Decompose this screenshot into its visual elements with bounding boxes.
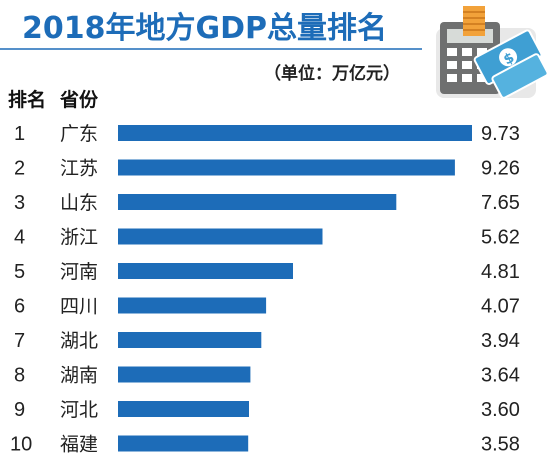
value-label: 4.81 [481, 261, 520, 283]
bar [118, 228, 323, 245]
bar [118, 263, 293, 279]
chart-title: 2018年地方GDP总量排名 [22, 11, 387, 46]
province-label: 浙江 [60, 227, 98, 249]
bar [118, 194, 397, 210]
bar-row: 10 福建 3.58 [10, 434, 520, 456]
province-label: 湖南 [60, 365, 98, 387]
province-label: 河北 [60, 399, 98, 421]
rank-label: 7 [14, 330, 25, 352]
rank-header: 排名 [8, 88, 46, 111]
bar [118, 159, 455, 176]
rank-label: 1 [14, 123, 25, 145]
province-label: 山东 [60, 192, 98, 214]
province-label: 湖北 [60, 330, 98, 352]
province-label: 江苏 [60, 158, 98, 180]
rank-label: 2 [14, 158, 25, 180]
rank-label: 10 [10, 434, 32, 456]
value-label: 5.62 [481, 227, 520, 249]
rank-label: 5 [14, 261, 25, 283]
rank-label: 6 [14, 296, 25, 318]
bar-row: 8 湖南 3.64 [14, 365, 520, 387]
bar [118, 332, 262, 348]
bar-row: 4 浙江 5.62 [14, 227, 520, 249]
value-label: 3.58 [481, 434, 520, 456]
value-label: 7.65 [481, 192, 520, 214]
province-label: 广东 [60, 123, 98, 145]
bar-row: 5 河南 4.81 [14, 261, 520, 283]
province-header: 省份 [59, 88, 99, 111]
rank-label: 3 [14, 192, 25, 214]
bar-row: 9 河北 3.60 [14, 399, 520, 421]
bar [118, 401, 249, 417]
rank-label: 8 [14, 365, 25, 387]
bar-row: 7 湖北 3.94 [14, 330, 520, 352]
bar-row: 1 广东 9.73 [14, 123, 520, 145]
value-label: 4.07 [481, 296, 520, 318]
value-label: 3.64 [481, 365, 520, 387]
value-label: 9.73 [481, 123, 520, 145]
bar-row: 3 山东 7.65 [14, 192, 520, 214]
rank-label: 4 [14, 227, 25, 249]
bar [118, 366, 251, 383]
value-label: 3.94 [481, 330, 520, 352]
rank-label: 9 [14, 399, 25, 421]
bar [118, 125, 472, 141]
bar-row: 6 四川 4.07 [14, 296, 520, 318]
bar-rows: 1 广东 9.73 2 江苏 9.26 3 山东 7.65 4 浙江 5.62 5 河南 4.81 6 四川 4.… [10, 123, 520, 456]
calculator-money-icon: $ [436, 6, 549, 99]
unit-label: （单位：万亿元） [264, 63, 400, 84]
bar-row: 2 江苏 9.26 [14, 158, 520, 180]
bar [118, 297, 267, 314]
province-label: 四川 [60, 296, 98, 318]
value-label: 3.60 [481, 399, 520, 421]
province-label: 福建 [60, 434, 98, 456]
bar [118, 435, 249, 452]
province-label: 河南 [60, 261, 98, 283]
value-label: 9.26 [481, 158, 520, 180]
